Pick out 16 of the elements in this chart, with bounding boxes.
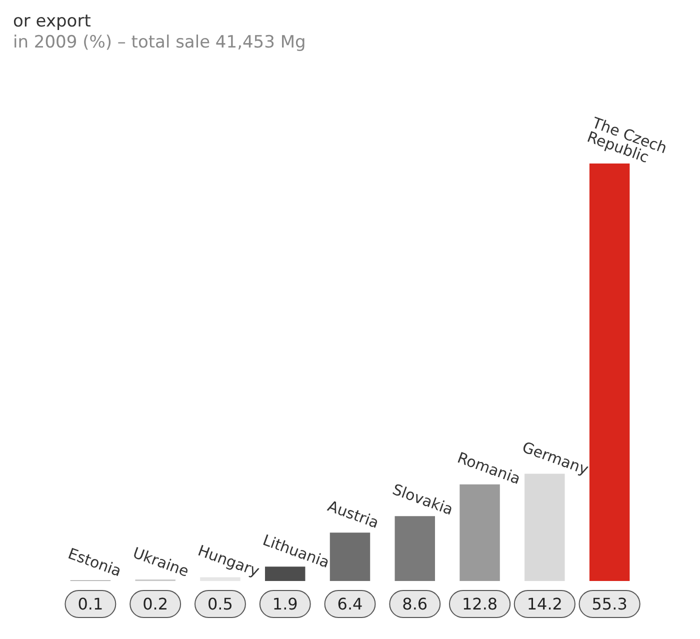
bar bbox=[264, 566, 306, 581]
bar bbox=[330, 532, 370, 581]
data-label: 8.6 bbox=[402, 594, 428, 614]
data-label: 0.2 bbox=[142, 594, 168, 614]
data-label: 14.2 bbox=[526, 594, 562, 614]
bar bbox=[394, 516, 436, 581]
bar bbox=[460, 484, 500, 581]
chart-subtitle: in 2009 (%) – total sale 41,453 Mg bbox=[13, 32, 306, 52]
data-label: 0.1 bbox=[78, 594, 104, 614]
data-label: 55.3 bbox=[592, 594, 628, 614]
chart-title: or export bbox=[13, 12, 92, 32]
bar bbox=[589, 163, 630, 581]
data-label: 1.9 bbox=[272, 594, 298, 614]
data-label: 0.5 bbox=[207, 594, 233, 614]
data-label: 12.8 bbox=[462, 594, 498, 614]
data-label: 6.4 bbox=[337, 594, 363, 614]
